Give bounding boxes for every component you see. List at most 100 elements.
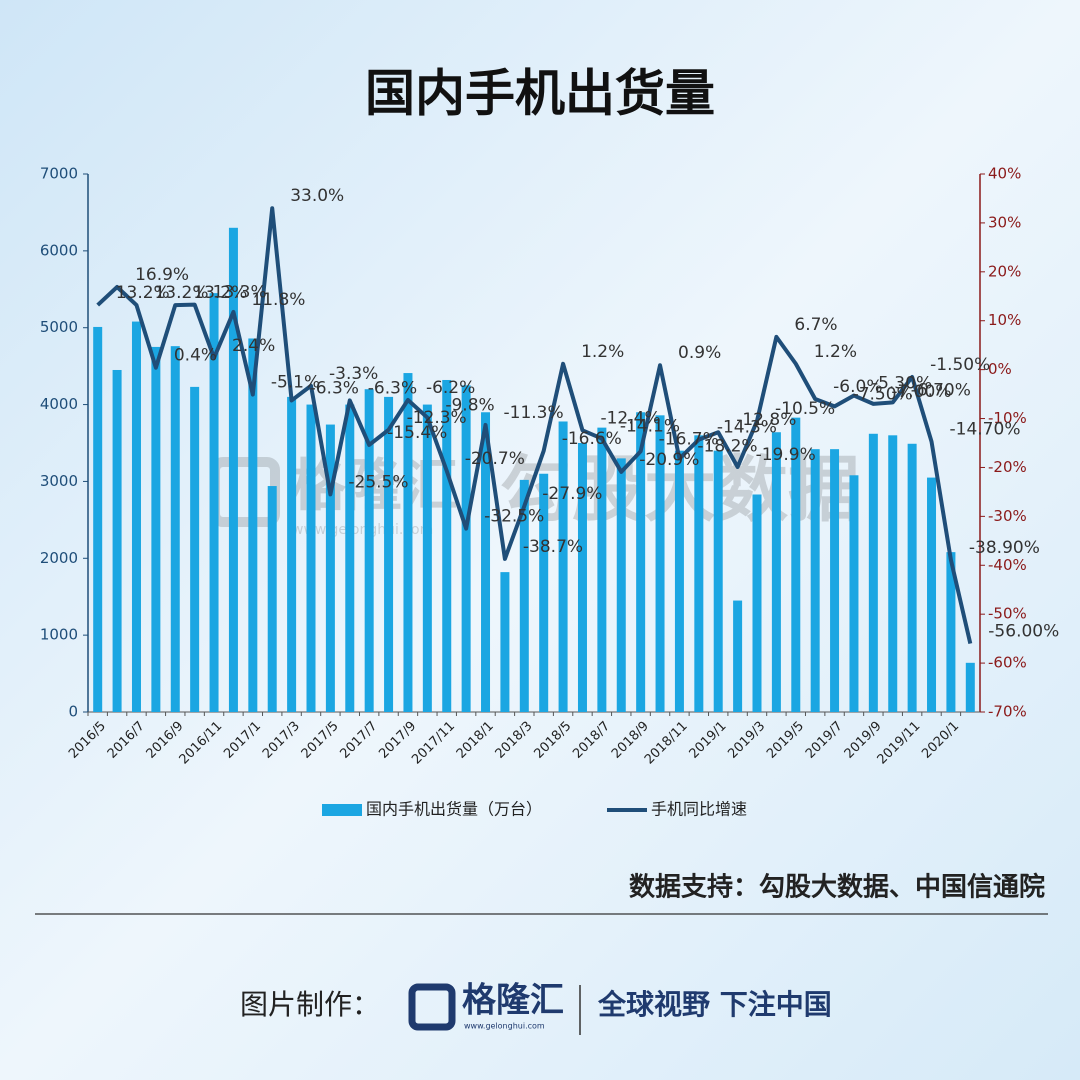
bar [93, 326, 103, 712]
data-label: 13.2% [193, 283, 247, 303]
data-label: -38.90% [969, 538, 1040, 558]
data-label: -38.7% [523, 537, 583, 557]
bar [287, 396, 297, 712]
bar [674, 450, 684, 712]
chart-title: 国内手机出货量 [365, 65, 715, 123]
data-label: -1.50% [930, 355, 990, 375]
data-label: 16.9% [135, 265, 189, 285]
y-tick-label: 3000 [40, 472, 78, 490]
legend-swatch [322, 804, 362, 816]
bar [539, 473, 549, 712]
data-label: -7.00% [891, 382, 951, 402]
data-label: 13.3% [213, 283, 267, 303]
y-tick-label: 2000 [40, 549, 78, 567]
data-label: 0.4% [174, 346, 217, 366]
bar [655, 415, 665, 712]
bar [616, 458, 626, 712]
data-label: 13.2% [116, 283, 170, 303]
data-label: 0.9% [678, 343, 721, 363]
bar [131, 321, 141, 712]
data-label: -25.5% [348, 472, 408, 492]
data-label: -12.3% [407, 408, 467, 428]
data-label: -6.0% [833, 377, 882, 397]
y2-tick-label: 40% [988, 165, 1021, 183]
y-tick-label: 5000 [40, 318, 78, 336]
bar [597, 427, 607, 712]
footer-made-by: 图片制作： [240, 988, 380, 1021]
data-label: -9.8% [445, 396, 494, 416]
bar [868, 433, 878, 712]
bar [364, 389, 374, 712]
bar [965, 662, 975, 712]
bar [209, 293, 219, 712]
data-label: -6.70% [911, 380, 971, 400]
bar [306, 404, 316, 712]
data-label: -19.9% [756, 445, 816, 465]
y2-tick-label: -60% [988, 654, 1027, 672]
bar [810, 449, 820, 712]
data-label: -18.2% [697, 437, 757, 457]
y-tick-label: 7000 [40, 165, 78, 183]
data-label: -10.5% [775, 399, 835, 419]
y2-tick-label: 10% [988, 311, 1021, 329]
bar [422, 404, 432, 712]
bar [946, 552, 956, 712]
bar [849, 475, 859, 712]
y2-tick-label: -20% [988, 458, 1027, 476]
bar [228, 227, 238, 713]
data-label: 13.2% [154, 283, 208, 303]
bar [345, 404, 355, 712]
bar [791, 417, 801, 712]
data-label: -14.70% [950, 420, 1021, 440]
bar [112, 369, 122, 712]
bar [481, 412, 491, 712]
bar [771, 432, 781, 712]
legend-label: 国内手机出货量（万台） [366, 800, 542, 819]
data-label: 1.2% [814, 342, 857, 362]
bar [442, 379, 452, 712]
y-tick-label: 6000 [40, 241, 78, 259]
y2-tick-label: -70% [988, 703, 1027, 721]
y2-tick-label: -10% [988, 409, 1027, 427]
bar [694, 435, 704, 712]
bar [151, 346, 161, 712]
bar [577, 443, 587, 712]
data-label: -6.3% [310, 378, 359, 398]
data-label: -5.1% [271, 373, 320, 393]
data-label: -20.7% [465, 449, 525, 469]
footer-slogan: 全球视野 下注中国 [597, 988, 832, 1021]
data-label: -14.1% [620, 417, 680, 437]
line [96, 206, 973, 644]
data-label: 2.4% [232, 336, 275, 356]
y-tick-label: 1000 [40, 626, 78, 644]
footer-brand: 格隆汇 [462, 981, 564, 1021]
data-label: 6.7% [794, 315, 837, 335]
data-label: -32.5% [484, 507, 544, 527]
data-label: -6.3% [368, 378, 417, 398]
data-label: -27.9% [542, 484, 602, 504]
bar [733, 600, 743, 712]
bar [267, 486, 277, 712]
data-label: -56.00% [988, 622, 1059, 642]
bar [190, 386, 200, 712]
bar [403, 373, 413, 712]
data-label: -12.4% [600, 408, 660, 428]
data-label: -14.3% [717, 418, 777, 438]
y-tick-label: 4000 [40, 395, 78, 413]
y2-tick-label: 30% [988, 213, 1021, 231]
bar [248, 338, 258, 712]
data-label: -12.8% [736, 410, 796, 430]
y2-tick-label: -30% [988, 507, 1027, 525]
bar [325, 424, 335, 712]
bar [170, 346, 180, 712]
data-label: -16.7% [659, 429, 719, 449]
data-label: 33.0% [290, 186, 344, 206]
bar [907, 443, 917, 712]
data-label: -20.9% [639, 450, 699, 470]
y2-tick-label: 0% [988, 360, 1012, 378]
bar [519, 479, 529, 712]
bar [461, 385, 471, 712]
footer-url: www.gelonghui.com [464, 1022, 545, 1031]
data-label: 11.8% [251, 290, 305, 310]
